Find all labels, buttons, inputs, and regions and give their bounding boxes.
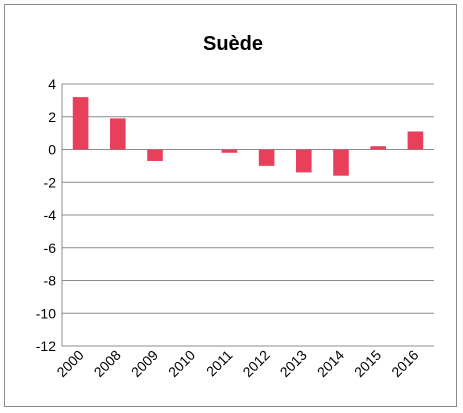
y-tick-label: 4 [48,76,56,92]
bar-2009 [147,149,163,161]
bar-2015 [370,146,387,150]
bar-2012 [258,149,275,166]
bar-2013 [295,149,312,173]
x-tick-label: 2015 [351,347,384,380]
bar-2016 [407,131,424,150]
x-tick-label: 2012 [239,347,272,380]
y-tick-label: 2 [48,109,56,125]
y-tick-label: -4 [44,207,57,223]
bar-2014 [333,149,349,176]
chart-frame [4,4,457,407]
y-tick-label: 0 [48,142,56,158]
gridlines [62,83,434,347]
y-tick-label: -8 [44,273,57,289]
y-tick-labels: 4 2 0 -2 -4 -6 -8 -10 -12 [36,76,56,354]
bars [72,97,424,176]
x-tick-label: 2000 [53,347,86,380]
y-tick-label: -12 [36,338,56,354]
y-tick-label: -10 [36,305,56,321]
x-tick-label: 2009 [128,347,161,380]
x-tick-label: 2011 [203,347,236,380]
y-tick-label: -6 [44,240,57,256]
y-tick-label: -2 [44,174,57,190]
x-tick-label: 2010 [165,347,198,380]
chart-title: Suède [203,33,263,55]
x-tick-label: 2016 [388,347,421,380]
bar-2011 [221,149,238,153]
bar-2008 [109,118,126,150]
x-tick-label: 2008 [91,347,124,380]
x-tick-label: 2014 [314,347,347,380]
bar-2000 [72,97,89,150]
x-tick-label: 2013 [277,347,310,380]
x-tick-labels: 2000 2008 2009 2010 2011 2012 2013 2014 2015 2016 [53,347,421,380]
